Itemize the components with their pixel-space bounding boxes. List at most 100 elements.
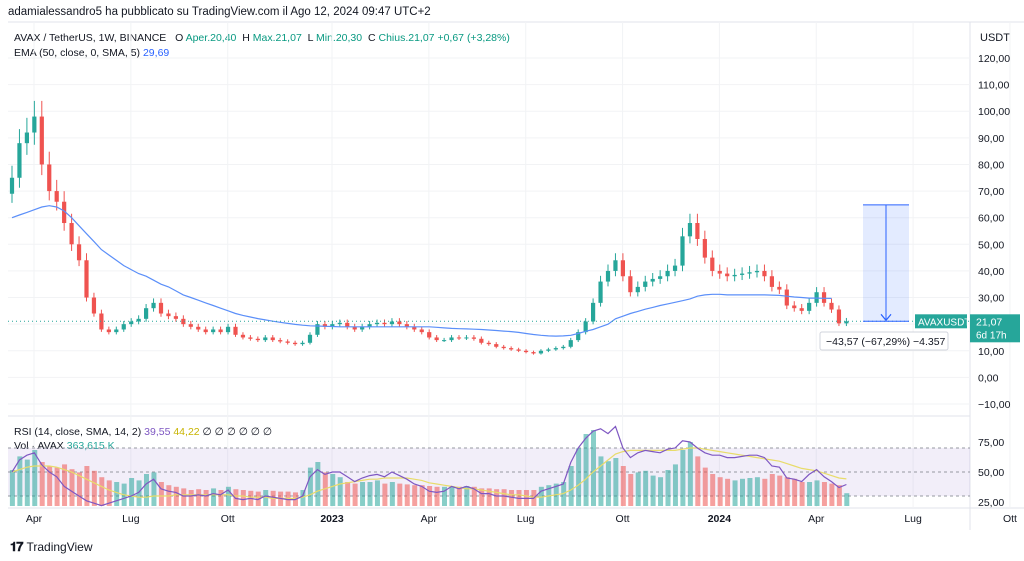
candle-body [315,324,320,335]
rsi-tick-label: 75,00 [978,437,1004,449]
candle-body [449,337,454,341]
volume-bar [76,472,82,506]
candle-body [233,326,238,335]
symbol-label[interactable]: AVAX / TetherUS, 1W, BINANCE [14,32,167,44]
candle-body [456,337,462,339]
volume-bar [844,493,850,506]
candle-body [509,348,514,350]
time-tick-label: 2023 [320,513,344,525]
candle-body [84,260,89,298]
currency-label[interactable]: USDT [980,32,1010,44]
candle-body [374,322,380,325]
volume-bar [397,483,403,506]
volume-bar [225,486,231,506]
volume-bar [389,482,395,506]
candle-body [628,276,633,293]
candle-body [106,329,111,333]
volume-bar [591,430,596,506]
candle-body [784,289,789,306]
candle-body [181,318,186,325]
price-axis: 120,00 110,00 100,00 90,00 80,00 70,00 60,00 50… [978,53,1011,411]
price-tick-label: 60,00 [978,213,1004,225]
candle-body [710,257,715,271]
volume-bar [509,490,515,506]
candle-body [568,340,573,347]
volume-bar [583,434,589,506]
candle-body [300,342,305,345]
symbol-tag-label: AVAXUSDT [918,317,970,328]
time-tick-label: Lug [122,513,140,525]
rsi-label[interactable]: RSI (14, close, SMA, 14, 2) [14,426,142,438]
candle-body [322,324,327,327]
candle-body [591,302,596,322]
volume-bar [99,477,105,506]
time-tick-label: Apr [808,513,825,525]
candle-body [211,329,216,333]
volume-bar [188,490,194,506]
candle-body [218,329,223,333]
volume-bar [836,485,842,506]
candle-body [54,191,59,202]
volume-bar [9,470,15,506]
volume-bar [84,466,90,506]
vol-label[interactable]: Vol · AVAX [14,440,64,452]
candle-body [523,350,529,353]
candle-body [151,302,156,309]
volume-bar [62,464,68,506]
ema-layer [8,205,970,337]
ema-label[interactable]: EMA (50, close, 0, SMA, 5) [14,47,141,59]
measure-label-box [819,331,949,351]
candle-body [553,348,558,350]
volume-bar [784,477,790,506]
volume-bar [382,483,388,506]
candle-body [345,322,350,327]
price-tick-label: 110,00 [978,80,1009,92]
rsi-row: RSI (14, close, SMA, 14, 2) 39,55 44,22 … [14,425,272,439]
volume-bar [39,462,45,506]
candle-body [442,340,447,342]
ohlc-row: AVAX / TetherUS, 1W, BINANCE O Aper.20,4… [14,31,510,46]
volume-bar [158,482,164,506]
time-tick-label: Lug [517,513,535,525]
candle-body [307,334,313,343]
close-value: Chius.21,07 [378,32,435,44]
volume-bar [337,477,343,506]
volume-bar [203,490,209,506]
volume-bar [173,486,179,506]
volume-bar [665,470,671,506]
candle-body [278,340,283,342]
candle-body [672,265,678,271]
volume-bar [672,464,678,506]
volume-bar [218,490,224,506]
volume-bar [419,485,425,506]
ema-value: 29,69 [142,47,170,59]
candle-body [76,244,82,261]
candle-body [643,281,648,287]
rsi-placeholders: ∅ ∅ ∅ ∅ ∅ ∅ [202,426,273,438]
open-label: O [175,32,184,44]
volume-bar [702,467,708,506]
candle-body [658,276,663,279]
volume-bar [91,470,97,506]
candle-body [47,164,52,192]
volume-bar [17,456,23,506]
price-tick-label: 70,00 [978,186,1004,198]
candle-body [270,337,275,341]
volume-bar [47,466,53,506]
volume-bar [427,486,433,506]
time-tick-label: Ott [221,513,235,525]
brand-label[interactable]: TradingView [26,540,93,554]
price-tick-label: 10,00 [978,346,1004,358]
candle-body [762,270,767,277]
volume-bar [687,442,693,506]
candle-body [836,309,842,324]
measure-tool: −43,57 (−67,29%) −4.357 [819,204,949,351]
candle-body [620,260,625,277]
candle-body [9,177,15,194]
candle-body [747,272,752,274]
volume-bar [114,482,120,506]
volume-bar [821,482,827,506]
candle-body [583,321,588,333]
low-label: L [307,32,314,44]
